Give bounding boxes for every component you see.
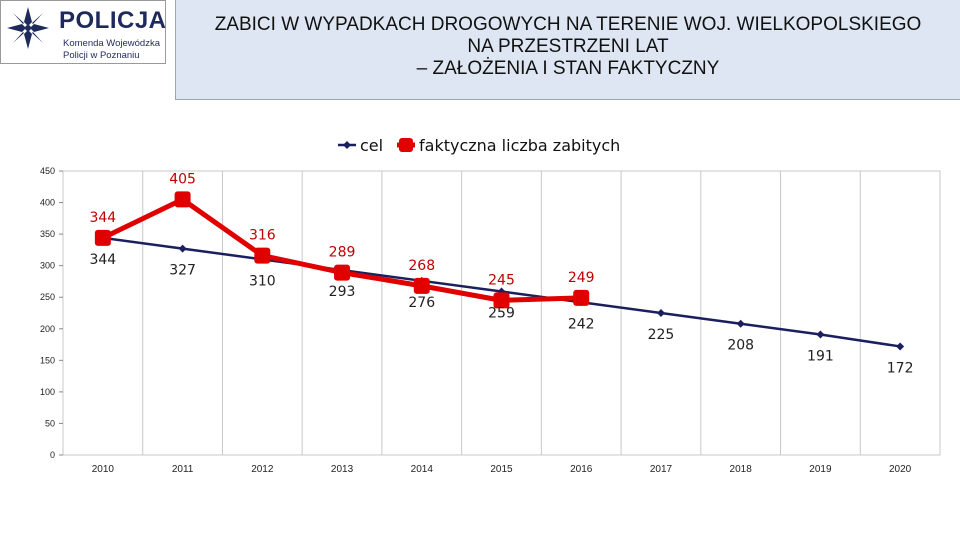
y-tick-label: 50 bbox=[45, 418, 55, 428]
point-actual bbox=[413, 277, 430, 294]
data-label-cel: 172 bbox=[887, 360, 914, 376]
legend-label-cel: cel bbox=[360, 136, 383, 155]
data-label-actual: 249 bbox=[568, 270, 595, 286]
y-tick-label: 400 bbox=[40, 198, 55, 208]
point-actual bbox=[573, 289, 590, 306]
x-tick-label: 2012 bbox=[251, 464, 274, 475]
logo-subtitle-2: Policji w Poznaniu bbox=[63, 50, 140, 61]
point-actual bbox=[94, 229, 111, 246]
data-label-actual: 289 bbox=[329, 245, 356, 261]
point-cel bbox=[178, 244, 187, 253]
y-tick-label: 150 bbox=[40, 355, 55, 365]
x-tick-label: 2019 bbox=[809, 464, 832, 475]
y-tick-label: 0 bbox=[50, 450, 55, 460]
y-tick-label: 200 bbox=[40, 324, 55, 334]
x-tick-label: 2010 bbox=[92, 464, 115, 475]
x-tick-label: 2017 bbox=[650, 464, 673, 475]
data-label-cel: 225 bbox=[648, 327, 675, 343]
x-tick-label: 2020 bbox=[889, 464, 912, 475]
point-cel bbox=[736, 319, 745, 328]
data-label-cel: 327 bbox=[169, 263, 196, 279]
title-line-2: NA PRZESTRZENI LAT bbox=[467, 36, 669, 57]
data-label-cel: 276 bbox=[408, 295, 435, 311]
legend-label-actual: faktyczna liczba zabitych bbox=[419, 136, 620, 155]
y-tick-label: 450 bbox=[40, 166, 55, 176]
police-star-icon bbox=[7, 7, 49, 49]
data-label-actual: 245 bbox=[488, 272, 515, 288]
y-tick-label: 300 bbox=[40, 261, 55, 271]
x-tick-label: 2016 bbox=[570, 464, 593, 475]
legend-marker-actual bbox=[399, 138, 413, 152]
police-logo: POLICJA Komenda Wojewódzka Policji w Poz… bbox=[0, 0, 166, 64]
data-label-actual: 268 bbox=[408, 258, 435, 274]
data-label-cel: 310 bbox=[249, 273, 276, 289]
logo-name: POLICJA bbox=[59, 7, 167, 34]
title-line-3: – ZAŁOŻENIA I STAN FAKTYCZNY bbox=[416, 58, 720, 79]
y-tick-label: 350 bbox=[40, 229, 55, 239]
grid-layer bbox=[62, 170, 941, 456]
point-actual bbox=[254, 247, 271, 264]
data-label-actual: 316 bbox=[249, 228, 276, 244]
plot-area bbox=[62, 170, 941, 456]
axis-layer: 0 50 100 150 200 250 300 350 400 450 2010 2011 2012 2… bbox=[40, 166, 912, 475]
point-actual bbox=[334, 264, 351, 281]
y-tick-label: 250 bbox=[40, 292, 55, 302]
data-label-cel: 344 bbox=[89, 252, 116, 268]
x-tick-label: 2018 bbox=[730, 464, 753, 475]
x-tick-label: 2011 bbox=[172, 464, 194, 475]
point-cel bbox=[656, 309, 665, 317]
label-layer: 344 327 310 293 276 259 242 225 208 191 172 344 405 3… bbox=[89, 171, 913, 376]
point-cel bbox=[896, 342, 905, 351]
point-actual bbox=[493, 292, 510, 309]
point-cel bbox=[816, 330, 825, 339]
data-label-cel: 208 bbox=[727, 338, 754, 354]
data-label-cel: 259 bbox=[488, 306, 515, 322]
x-tick-label: 2014 bbox=[411, 464, 434, 475]
data-label-actual: 344 bbox=[89, 210, 116, 226]
x-tick-label: 2013 bbox=[331, 464, 354, 475]
title-line-1: ZABICI W WYPADKACH DROGOWYCH NA TERENIE … bbox=[214, 14, 922, 35]
legend: cel faktyczna liczba zabitych bbox=[338, 136, 620, 155]
data-label-cel: 293 bbox=[329, 284, 356, 300]
y-tick-label: 100 bbox=[40, 387, 55, 397]
logo-subtitle-1: Komenda Wojewódzka bbox=[63, 38, 160, 49]
data-label-cel: 191 bbox=[807, 348, 834, 364]
x-tick-label: 2015 bbox=[490, 464, 513, 475]
point-actual bbox=[174, 191, 191, 208]
data-label-actual: 405 bbox=[169, 171, 196, 187]
title-banner: ZABICI W WYPADKACH DROGOWYCH NA TERENIE … bbox=[175, 0, 960, 100]
legend-marker-cel bbox=[343, 141, 351, 149]
series-layer bbox=[94, 191, 905, 351]
data-label-cel: 242 bbox=[568, 316, 595, 332]
